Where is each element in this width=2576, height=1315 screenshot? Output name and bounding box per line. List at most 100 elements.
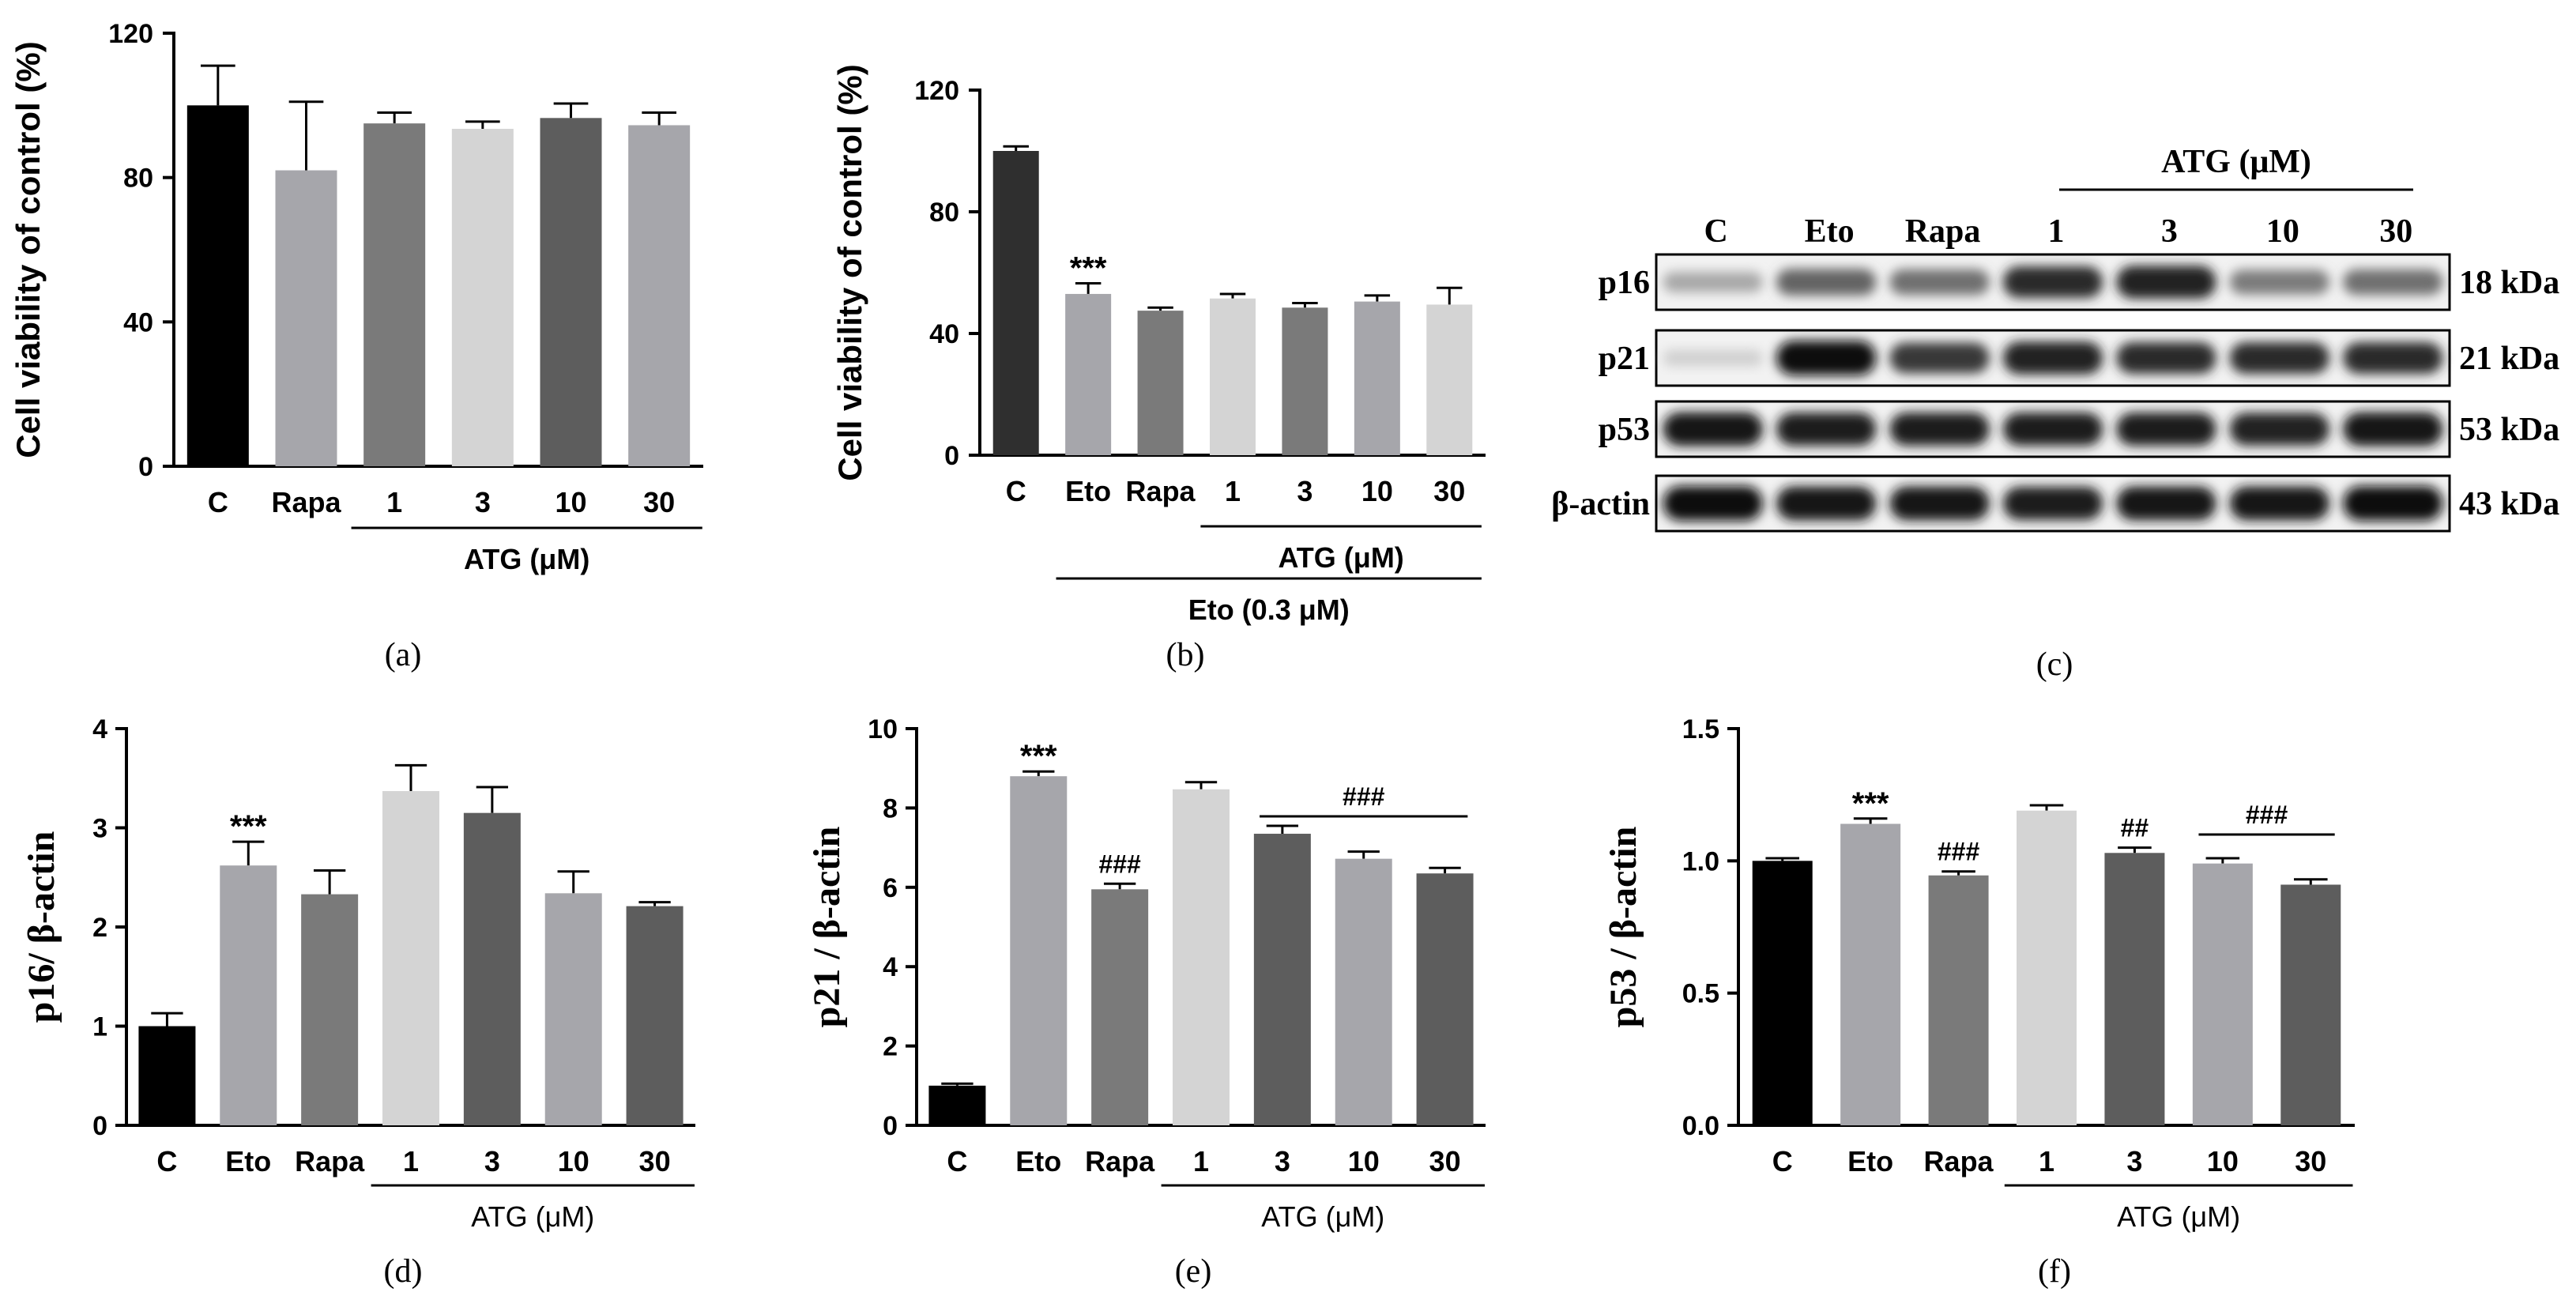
x-tick-label: 1: [2039, 1145, 2054, 1177]
bar-3: [2104, 853, 2165, 1125]
panel-caption: (d): [384, 1253, 423, 1290]
significance-mark: ***: [1020, 739, 1057, 774]
x-tick-label: 10: [558, 1145, 589, 1177]
y-tick-label: 6: [883, 873, 898, 903]
group-label: Eto (0.3 μM): [1188, 593, 1350, 626]
bar-10: [1335, 858, 1392, 1125]
blot-band: [1889, 269, 1990, 296]
y-tick-label: 3: [92, 814, 107, 844]
bar-10: [540, 118, 602, 467]
bar-C: [186, 105, 249, 467]
significance-mark: ###: [2246, 801, 2288, 829]
significance-mark: ###: [1098, 850, 1141, 878]
y-tick-label: 0: [883, 1111, 898, 1141]
blot-band: [1776, 486, 1877, 521]
blot-band: [2229, 341, 2329, 375]
bar-C: [1752, 861, 1813, 1125]
x-tick-label: Rapa: [1126, 475, 1196, 507]
y-tick-label: 0.0: [1682, 1111, 1719, 1141]
blot-band: [2116, 266, 2216, 299]
y-tick-label: 4: [883, 952, 898, 982]
x-tick-label: 10: [555, 486, 586, 518]
y-tick-label: 40: [123, 307, 153, 337]
group-label: ATG (μM): [2117, 1200, 2240, 1233]
x-tick-label: 1: [1225, 475, 1241, 507]
y-tick-label: 0: [944, 441, 959, 471]
x-tick-label: Eto: [1065, 475, 1111, 507]
blot-band: [1889, 342, 1990, 374]
blot-band: [2002, 266, 2103, 299]
x-tick-label: Rapa: [1085, 1145, 1155, 1177]
bar-1: [2017, 810, 2077, 1125]
y-tick-label: 0.5: [1682, 979, 1719, 1009]
blot-band: [2229, 269, 2329, 295]
panel-c-western-blot: ATG (μM) C Eto Rapa 1 3 10 30 p16 18 kDa p21 21 kDa…: [1551, 144, 2559, 683]
x-tick-label: Rapa: [1924, 1145, 1994, 1177]
lane-label: 10: [2266, 213, 2299, 250]
blot-band: [1776, 413, 1877, 446]
significance-mark: ***: [1852, 786, 1889, 821]
bar-10: [1354, 301, 1400, 455]
y-tick-label: 120: [914, 76, 959, 106]
protein-label: β-actin: [1551, 486, 1650, 522]
x-tick-label: Rapa: [271, 486, 341, 518]
x-tick-label: 10: [2207, 1145, 2239, 1177]
y-tick-label: 8: [883, 793, 898, 823]
blot-band: [1776, 341, 1877, 375]
bar-C: [138, 1026, 196, 1125]
y-tick-label: 80: [123, 164, 153, 194]
bar-3: [1282, 307, 1328, 455]
kda-label: 18 kDa: [2459, 265, 2559, 301]
significance-mark: ##: [2121, 814, 2149, 842]
blot-band: [2229, 486, 2329, 521]
bar-C: [992, 151, 1039, 455]
bar-30: [628, 125, 691, 466]
protein-label: p16: [1599, 265, 1650, 301]
significance-mark: ###: [1343, 782, 1385, 811]
bar-Eto: [1010, 776, 1068, 1125]
y-axis-label: p16/ β-actin: [21, 831, 62, 1023]
x-tick-label: 3: [1275, 1145, 1290, 1177]
panel-a-viability-chart: 0 40 80 120 Cell viability of control (%) C Ra…: [9, 19, 703, 673]
blot-band: [2002, 341, 2103, 375]
blot-band: [2116, 486, 2216, 521]
x-tick-label: 1: [1193, 1145, 1209, 1177]
x-tick-label: C: [208, 486, 228, 518]
bar-1: [1210, 298, 1256, 455]
x-tick-label: 1: [403, 1145, 419, 1177]
lane-label: Rapa: [1905, 213, 1981, 250]
bar-30: [1416, 873, 1474, 1125]
bar-Rapa: [1137, 311, 1184, 455]
x-tick-label: Rapa: [295, 1145, 365, 1177]
x-tick-label: Eto: [225, 1145, 271, 1177]
x-tick-label: 30: [1429, 1145, 1461, 1177]
x-tick-label: Eto: [1015, 1145, 1061, 1177]
blot-band: [2343, 412, 2443, 446]
bar-3: [451, 129, 514, 466]
y-axis-label: p21 / β-actin: [806, 827, 848, 1028]
bar-Eto: [220, 865, 277, 1125]
panel-caption: (c): [2036, 646, 2073, 683]
bar-3: [1253, 834, 1311, 1125]
x-tick-label: 3: [475, 486, 491, 518]
x-tick-label: 1: [386, 486, 402, 518]
panel-b-viability-eto-chart: 0 40 80 120 Cell viability of control (%) C Et…: [831, 64, 1486, 673]
group-label: ATG (μM): [464, 543, 589, 575]
blot-band: [1663, 486, 1763, 521]
x-tick-label: C: [156, 1145, 177, 1177]
group-label: ATG (μM): [1261, 1200, 1384, 1233]
blot-band: [2002, 413, 2103, 446]
lane-label: 3: [2161, 213, 2178, 250]
protein-label: p21: [1599, 341, 1650, 377]
kda-label: 43 kDa: [2459, 486, 2559, 522]
blot-header-label: ATG (μM): [2161, 144, 2311, 180]
y-tick-label: 10: [868, 714, 898, 744]
blot-band: [2002, 487, 2103, 520]
protein-label: p53: [1599, 412, 1650, 448]
bar-10: [544, 893, 602, 1125]
blot-band: [1889, 486, 1990, 521]
blot-band: [2116, 341, 2216, 375]
bar-30: [626, 906, 684, 1125]
blot-band: [2343, 486, 2443, 521]
panel-caption: (b): [1166, 637, 1205, 673]
